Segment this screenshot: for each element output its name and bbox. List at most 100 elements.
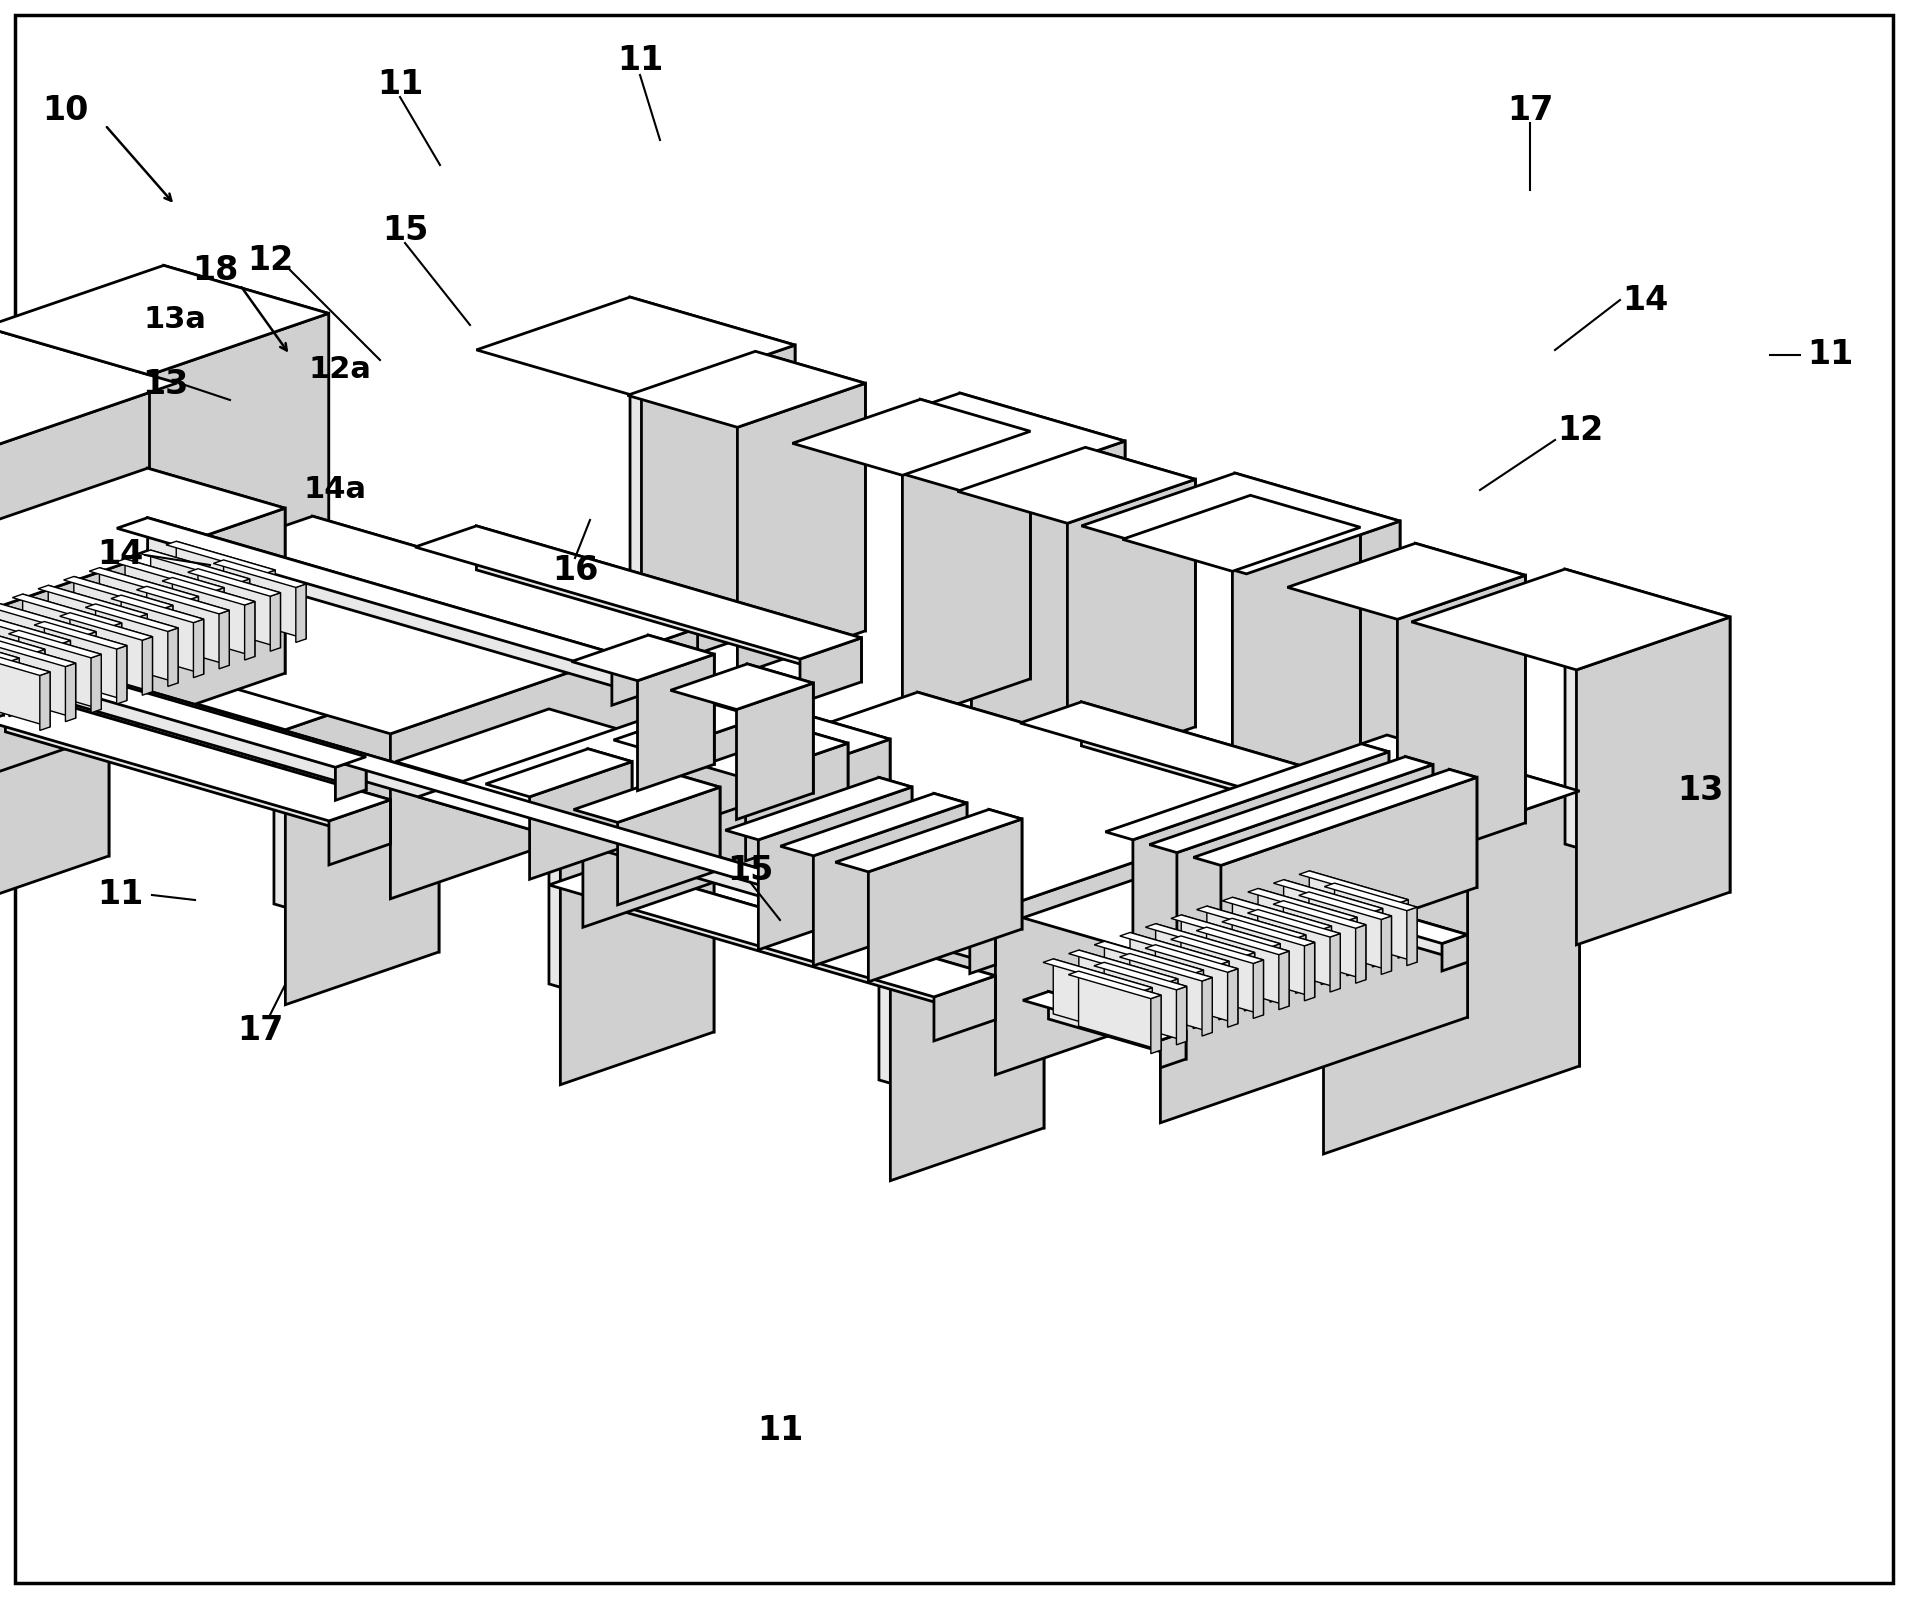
Polygon shape bbox=[1068, 972, 1161, 999]
Polygon shape bbox=[19, 630, 101, 710]
Polygon shape bbox=[1081, 702, 1466, 858]
Polygon shape bbox=[44, 622, 126, 700]
Polygon shape bbox=[791, 400, 1030, 475]
Polygon shape bbox=[275, 630, 439, 952]
Polygon shape bbox=[1245, 521, 1400, 849]
Polygon shape bbox=[1159, 1031, 1186, 1067]
Polygon shape bbox=[1104, 743, 1388, 841]
Polygon shape bbox=[1405, 756, 1432, 874]
Polygon shape bbox=[219, 610, 229, 670]
Polygon shape bbox=[1156, 944, 1238, 1024]
Polygon shape bbox=[574, 775, 719, 823]
Polygon shape bbox=[1232, 527, 1360, 818]
Polygon shape bbox=[187, 569, 280, 596]
Polygon shape bbox=[1156, 924, 1255, 1007]
Polygon shape bbox=[1205, 927, 1289, 1007]
Polygon shape bbox=[1144, 924, 1255, 956]
Polygon shape bbox=[971, 441, 1125, 769]
Polygon shape bbox=[0, 649, 995, 946]
Text: 14: 14 bbox=[97, 539, 143, 572]
Polygon shape bbox=[1192, 769, 1476, 866]
Polygon shape bbox=[1022, 991, 1186, 1040]
Polygon shape bbox=[1257, 909, 1339, 989]
Polygon shape bbox=[1119, 954, 1211, 981]
Polygon shape bbox=[1323, 884, 1417, 911]
Polygon shape bbox=[725, 805, 1043, 906]
Polygon shape bbox=[34, 649, 46, 708]
Polygon shape bbox=[126, 559, 223, 642]
Polygon shape bbox=[0, 647, 4, 714]
Polygon shape bbox=[313, 516, 698, 793]
Polygon shape bbox=[40, 671, 50, 730]
Polygon shape bbox=[803, 730, 847, 826]
Polygon shape bbox=[0, 468, 284, 614]
Polygon shape bbox=[648, 634, 713, 764]
Polygon shape bbox=[1219, 962, 1228, 1020]
Polygon shape bbox=[1371, 909, 1383, 967]
Polygon shape bbox=[610, 692, 1302, 909]
Text: 17: 17 bbox=[1507, 94, 1552, 126]
Polygon shape bbox=[175, 542, 275, 625]
Polygon shape bbox=[969, 938, 995, 973]
Polygon shape bbox=[296, 583, 305, 642]
Polygon shape bbox=[1234, 473, 1400, 796]
Polygon shape bbox=[0, 620, 46, 654]
Polygon shape bbox=[1415, 543, 1524, 823]
Polygon shape bbox=[48, 585, 147, 670]
Polygon shape bbox=[193, 618, 204, 678]
Polygon shape bbox=[1226, 968, 1238, 1028]
Polygon shape bbox=[0, 612, 71, 644]
Polygon shape bbox=[561, 757, 713, 1085]
Polygon shape bbox=[736, 384, 866, 674]
Polygon shape bbox=[610, 865, 995, 1020]
Polygon shape bbox=[0, 639, 76, 718]
Polygon shape bbox=[1220, 919, 1314, 946]
Polygon shape bbox=[1295, 935, 1304, 994]
Polygon shape bbox=[416, 526, 860, 658]
Polygon shape bbox=[891, 853, 1043, 1181]
Text: 10: 10 bbox=[42, 94, 88, 126]
Polygon shape bbox=[0, 612, 366, 767]
Polygon shape bbox=[1196, 906, 1304, 938]
Polygon shape bbox=[755, 352, 866, 631]
Polygon shape bbox=[780, 794, 967, 857]
Polygon shape bbox=[1129, 933, 1228, 1016]
Polygon shape bbox=[1159, 852, 1466, 1123]
Polygon shape bbox=[917, 692, 1302, 970]
Polygon shape bbox=[0, 602, 95, 687]
Polygon shape bbox=[6, 516, 698, 733]
Polygon shape bbox=[137, 614, 147, 673]
Polygon shape bbox=[189, 596, 198, 655]
Polygon shape bbox=[1220, 777, 1476, 975]
Polygon shape bbox=[715, 705, 759, 801]
Text: 14: 14 bbox=[1621, 283, 1667, 316]
Polygon shape bbox=[957, 447, 1196, 523]
Polygon shape bbox=[1283, 879, 1383, 964]
Polygon shape bbox=[63, 577, 174, 609]
Polygon shape bbox=[111, 594, 204, 623]
Polygon shape bbox=[328, 801, 391, 865]
Polygon shape bbox=[748, 663, 812, 793]
Polygon shape bbox=[933, 976, 995, 1040]
Polygon shape bbox=[238, 578, 250, 638]
Polygon shape bbox=[1171, 936, 1262, 964]
Polygon shape bbox=[265, 570, 275, 628]
Polygon shape bbox=[147, 586, 229, 665]
Polygon shape bbox=[0, 612, 71, 695]
Polygon shape bbox=[147, 551, 284, 618]
Polygon shape bbox=[1020, 702, 1466, 836]
Polygon shape bbox=[1278, 951, 1289, 1010]
Polygon shape bbox=[271, 593, 280, 652]
Polygon shape bbox=[1564, 569, 1730, 892]
Polygon shape bbox=[168, 628, 177, 687]
Polygon shape bbox=[0, 602, 95, 634]
Polygon shape bbox=[0, 532, 109, 857]
Polygon shape bbox=[1121, 495, 1360, 572]
Polygon shape bbox=[74, 577, 174, 660]
Polygon shape bbox=[868, 820, 1022, 981]
Polygon shape bbox=[988, 810, 1022, 928]
Polygon shape bbox=[919, 400, 1030, 679]
Polygon shape bbox=[61, 641, 71, 698]
Text: 13a: 13a bbox=[143, 305, 206, 334]
Polygon shape bbox=[147, 468, 284, 673]
